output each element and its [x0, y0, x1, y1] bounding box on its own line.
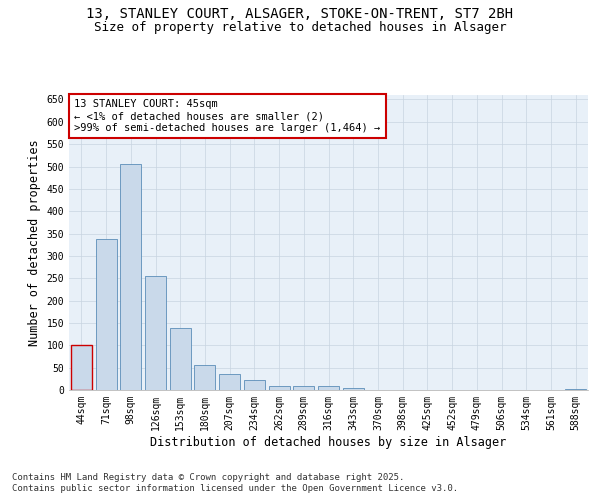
Bar: [145, 276, 166, 390]
Bar: [343, 388, 364, 390]
Bar: [170, 328, 191, 390]
X-axis label: Distribution of detached houses by size in Alsager: Distribution of detached houses by size …: [151, 436, 506, 448]
Bar: [269, 386, 290, 390]
Bar: [318, 386, 339, 390]
Bar: [120, 164, 141, 390]
Text: Size of property relative to detached houses in Alsager: Size of property relative to detached ho…: [94, 21, 506, 34]
Text: Contains HM Land Registry data © Crown copyright and database right 2025.: Contains HM Land Registry data © Crown c…: [12, 472, 404, 482]
Bar: [244, 380, 265, 390]
Text: Contains public sector information licensed under the Open Government Licence v3: Contains public sector information licen…: [12, 484, 458, 493]
Bar: [71, 346, 92, 390]
Bar: [293, 386, 314, 390]
Text: 13 STANLEY COURT: 45sqm
← <1% of detached houses are smaller (2)
>99% of semi-de: 13 STANLEY COURT: 45sqm ← <1% of detache…: [74, 100, 380, 132]
Y-axis label: Number of detached properties: Number of detached properties: [28, 139, 41, 346]
Bar: [95, 239, 116, 390]
Bar: [565, 388, 586, 390]
Bar: [219, 374, 240, 390]
Bar: [194, 366, 215, 390]
Text: 13, STANLEY COURT, ALSAGER, STOKE-ON-TRENT, ST7 2BH: 13, STANLEY COURT, ALSAGER, STOKE-ON-TRE…: [86, 8, 514, 22]
